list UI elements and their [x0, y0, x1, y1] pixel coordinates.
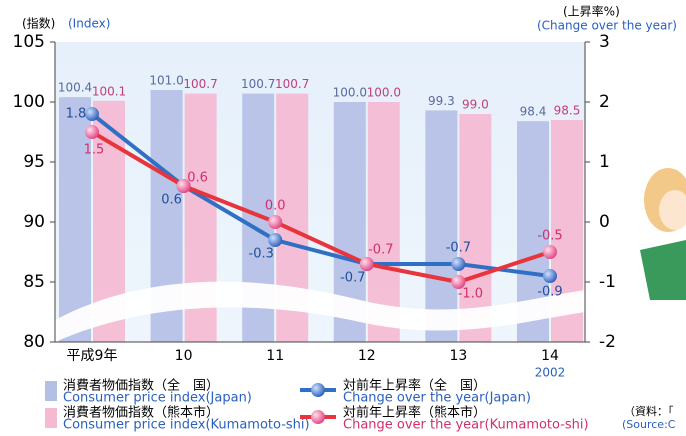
y-axis-title: (指数): [22, 16, 55, 31]
y2-tick-label: 0: [599, 212, 610, 232]
line-value-label: -0.7: [340, 271, 365, 286]
bar: [59, 97, 91, 342]
line-marker: [543, 245, 557, 259]
line-value-label: 0.6: [161, 193, 182, 208]
line-value-label: 0.0: [265, 199, 286, 214]
bar-value-label: 99.3: [428, 94, 455, 108]
line: [90, 130, 551, 285]
line-value-label: -0.7: [368, 243, 393, 258]
line-marker: [268, 215, 283, 229]
bar-value-label: 100.0: [367, 86, 401, 100]
legend-label-en: Change over the year(Japan): [343, 391, 531, 406]
source: （資料：「: [624, 404, 674, 418]
line-marker: [85, 107, 99, 121]
character-book: [640, 240, 686, 300]
legend-swatch: [45, 408, 57, 428]
line-value-label: -0.9: [537, 285, 562, 300]
legend-swatch: [45, 381, 57, 401]
character-face: [659, 190, 686, 230]
y-tick-label: 100: [13, 92, 45, 112]
bar-value-label: 100.7: [183, 77, 217, 91]
line-value-label: 1.5: [84, 143, 105, 158]
y-tick-label: 105: [13, 32, 45, 52]
y-tick-label: 85: [23, 272, 45, 292]
legend-label-en: Consumer price index(Kumamoto-shi): [63, 418, 310, 433]
x-tick-label: 14: [541, 348, 559, 364]
line-marker: [451, 257, 466, 271]
y2-tick-label: -2: [599, 332, 616, 352]
legend-label: 消費者物価指数（熊本市）: [63, 405, 219, 421]
y-tick-label: 80: [23, 332, 45, 352]
line-marker: [85, 125, 99, 139]
character: [640, 168, 686, 300]
legend-label-en: Consumer price index(Japan): [63, 391, 252, 406]
legend-label: 消費者物価指数（全 国）: [63, 378, 219, 394]
bar-value-label: 100.7: [241, 77, 275, 91]
y2-tick-label: 2: [599, 92, 610, 112]
x-tick-label: 12: [358, 348, 376, 364]
bar-value-label: 100.7: [275, 77, 309, 91]
x-tick-label: 平成9年: [67, 348, 118, 364]
bar-value-label: 99.0: [462, 98, 489, 112]
legend-label-en: Change over the year(Kumamoto-shi): [343, 418, 589, 433]
y-tick-label: 90: [23, 212, 45, 232]
legend-label: 対前年上昇率（熊本市）: [343, 405, 486, 421]
bar-value-label: 100.0: [333, 86, 367, 100]
legend-marker: [311, 383, 325, 397]
decorative-band: [55, 281, 585, 342]
bar-value-label: 100.4: [58, 81, 92, 95]
bar: [425, 110, 458, 343]
y2-axis-title-en: (Change over the year): [537, 19, 677, 33]
line-marker: [176, 179, 191, 193]
y2-tick-label: -1: [599, 272, 616, 292]
line-value-label: -0.5: [537, 229, 562, 244]
y2-axis-title: (上昇率%): [563, 4, 620, 19]
y2-tick-label: 3: [599, 32, 610, 52]
line-value-label: -0.7: [446, 241, 471, 256]
source-en: (Source:C: [622, 418, 676, 431]
legend-label: 対前年上昇率（全 国）: [343, 378, 486, 394]
y-axis-title-en: (Index): [68, 17, 110, 31]
line-value-label: -1.0: [458, 287, 483, 302]
line-value-label: 0.6: [187, 171, 208, 186]
line-marker: [451, 275, 466, 289]
y2-tick-label: 1: [599, 152, 610, 172]
bar-value-label: 98.4: [520, 105, 547, 119]
line-marker: [268, 233, 283, 247]
legend-marker: [311, 410, 325, 424]
bar: [367, 102, 400, 342]
line-marker: [543, 269, 557, 283]
x-tick-label: 11: [266, 348, 284, 364]
x-tick-label: 10: [175, 348, 193, 364]
bar-value-label: 100.1: [92, 84, 126, 98]
line: [90, 112, 551, 278]
x-annotation: 2002: [535, 366, 566, 380]
line-marker: [359, 257, 374, 271]
bar-value-label: 98.5: [554, 104, 581, 118]
line-value-label: 1.8: [66, 107, 87, 122]
line-value-label: -0.3: [249, 247, 274, 262]
x-tick-label: 13: [449, 348, 467, 364]
y-tick-label: 95: [23, 152, 45, 172]
bar-value-label: 101.0: [149, 74, 183, 88]
bar: [459, 114, 492, 342]
